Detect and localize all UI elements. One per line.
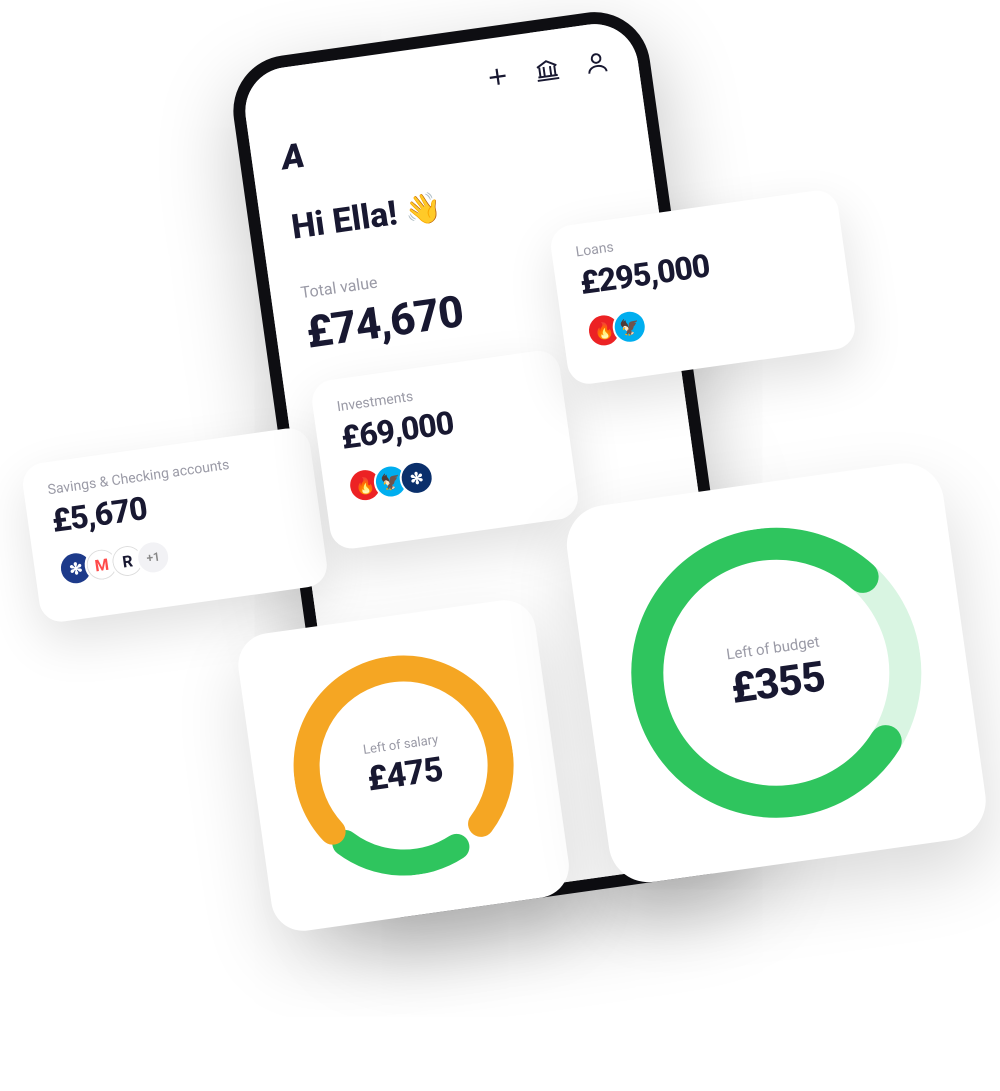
profile-icon[interactable] [582, 48, 611, 77]
app-logo: A [279, 135, 305, 177]
header-icons [483, 48, 611, 91]
budget-card[interactable]: Left of budget £355 [562, 458, 991, 887]
greeting: Hi Ella! 👋 [289, 186, 445, 247]
savings-card[interactable]: Savings & Checking accounts £5,670 ✻MR+1 [20, 425, 329, 624]
greeting-text: Hi Ella! [289, 193, 400, 247]
salary-ring: Left of salary £475 [279, 641, 527, 889]
bank-icon[interactable] [532, 55, 561, 84]
salary-card[interactable]: Left of salary £475 [234, 596, 573, 935]
wave-emoji: 👋 [403, 189, 445, 229]
add-icon[interactable] [483, 62, 512, 91]
budget-ring: Left of budget £355 [613, 508, 941, 836]
investments-card[interactable]: Investments £69,000 🔥🦅✻ [309, 348, 580, 551]
